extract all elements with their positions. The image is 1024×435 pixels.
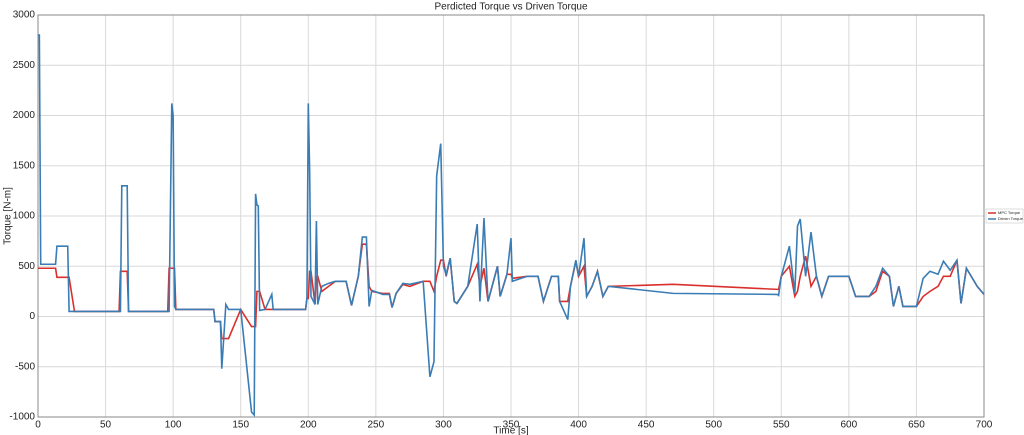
- x-tick-label: 300: [435, 420, 452, 431]
- x-axis-label: Time [s]: [493, 426, 528, 435]
- y-tick-label: 1500: [13, 160, 36, 171]
- y-tick-label: -500: [15, 361, 35, 372]
- x-tick-label: 700: [976, 420, 993, 431]
- x-tick-label: 250: [368, 420, 385, 431]
- x-tick-label: 650: [908, 420, 925, 431]
- y-tick-label: 3000: [13, 10, 36, 21]
- x-tick-label: 100: [165, 420, 182, 431]
- y-tick-label: 1000: [13, 211, 36, 222]
- legend-label: MPC Torque: [998, 210, 1021, 215]
- series-line: [38, 34, 985, 418]
- x-tick-label: 450: [638, 420, 655, 431]
- plot-frame: [37, 14, 985, 418]
- y-tick-label: -1000: [9, 412, 35, 423]
- y-tick-label: 500: [18, 261, 35, 272]
- x-tick-label: 500: [705, 420, 722, 431]
- legend-label: Driven Torque: [998, 216, 1024, 221]
- x-tick-label: 600: [841, 420, 858, 431]
- x-tick-label: 350: [503, 420, 520, 431]
- y-tick-label: 2500: [13, 60, 36, 71]
- x-tick-label: 200: [300, 420, 317, 431]
- x-tick-label: 550: [773, 420, 790, 431]
- y-axis-label: Torque [N-m]: [3, 187, 14, 245]
- x-tick-label: 50: [100, 420, 112, 431]
- x-tick-label: 150: [232, 420, 249, 431]
- x-tick-label: 0: [35, 420, 41, 431]
- y-tick-label: 2000: [13, 110, 36, 121]
- chart-title: Perdicted Torque vs Driven Torque: [434, 2, 587, 13]
- x-tick-label: 400: [570, 420, 587, 431]
- y-tick-label: 0: [29, 311, 35, 322]
